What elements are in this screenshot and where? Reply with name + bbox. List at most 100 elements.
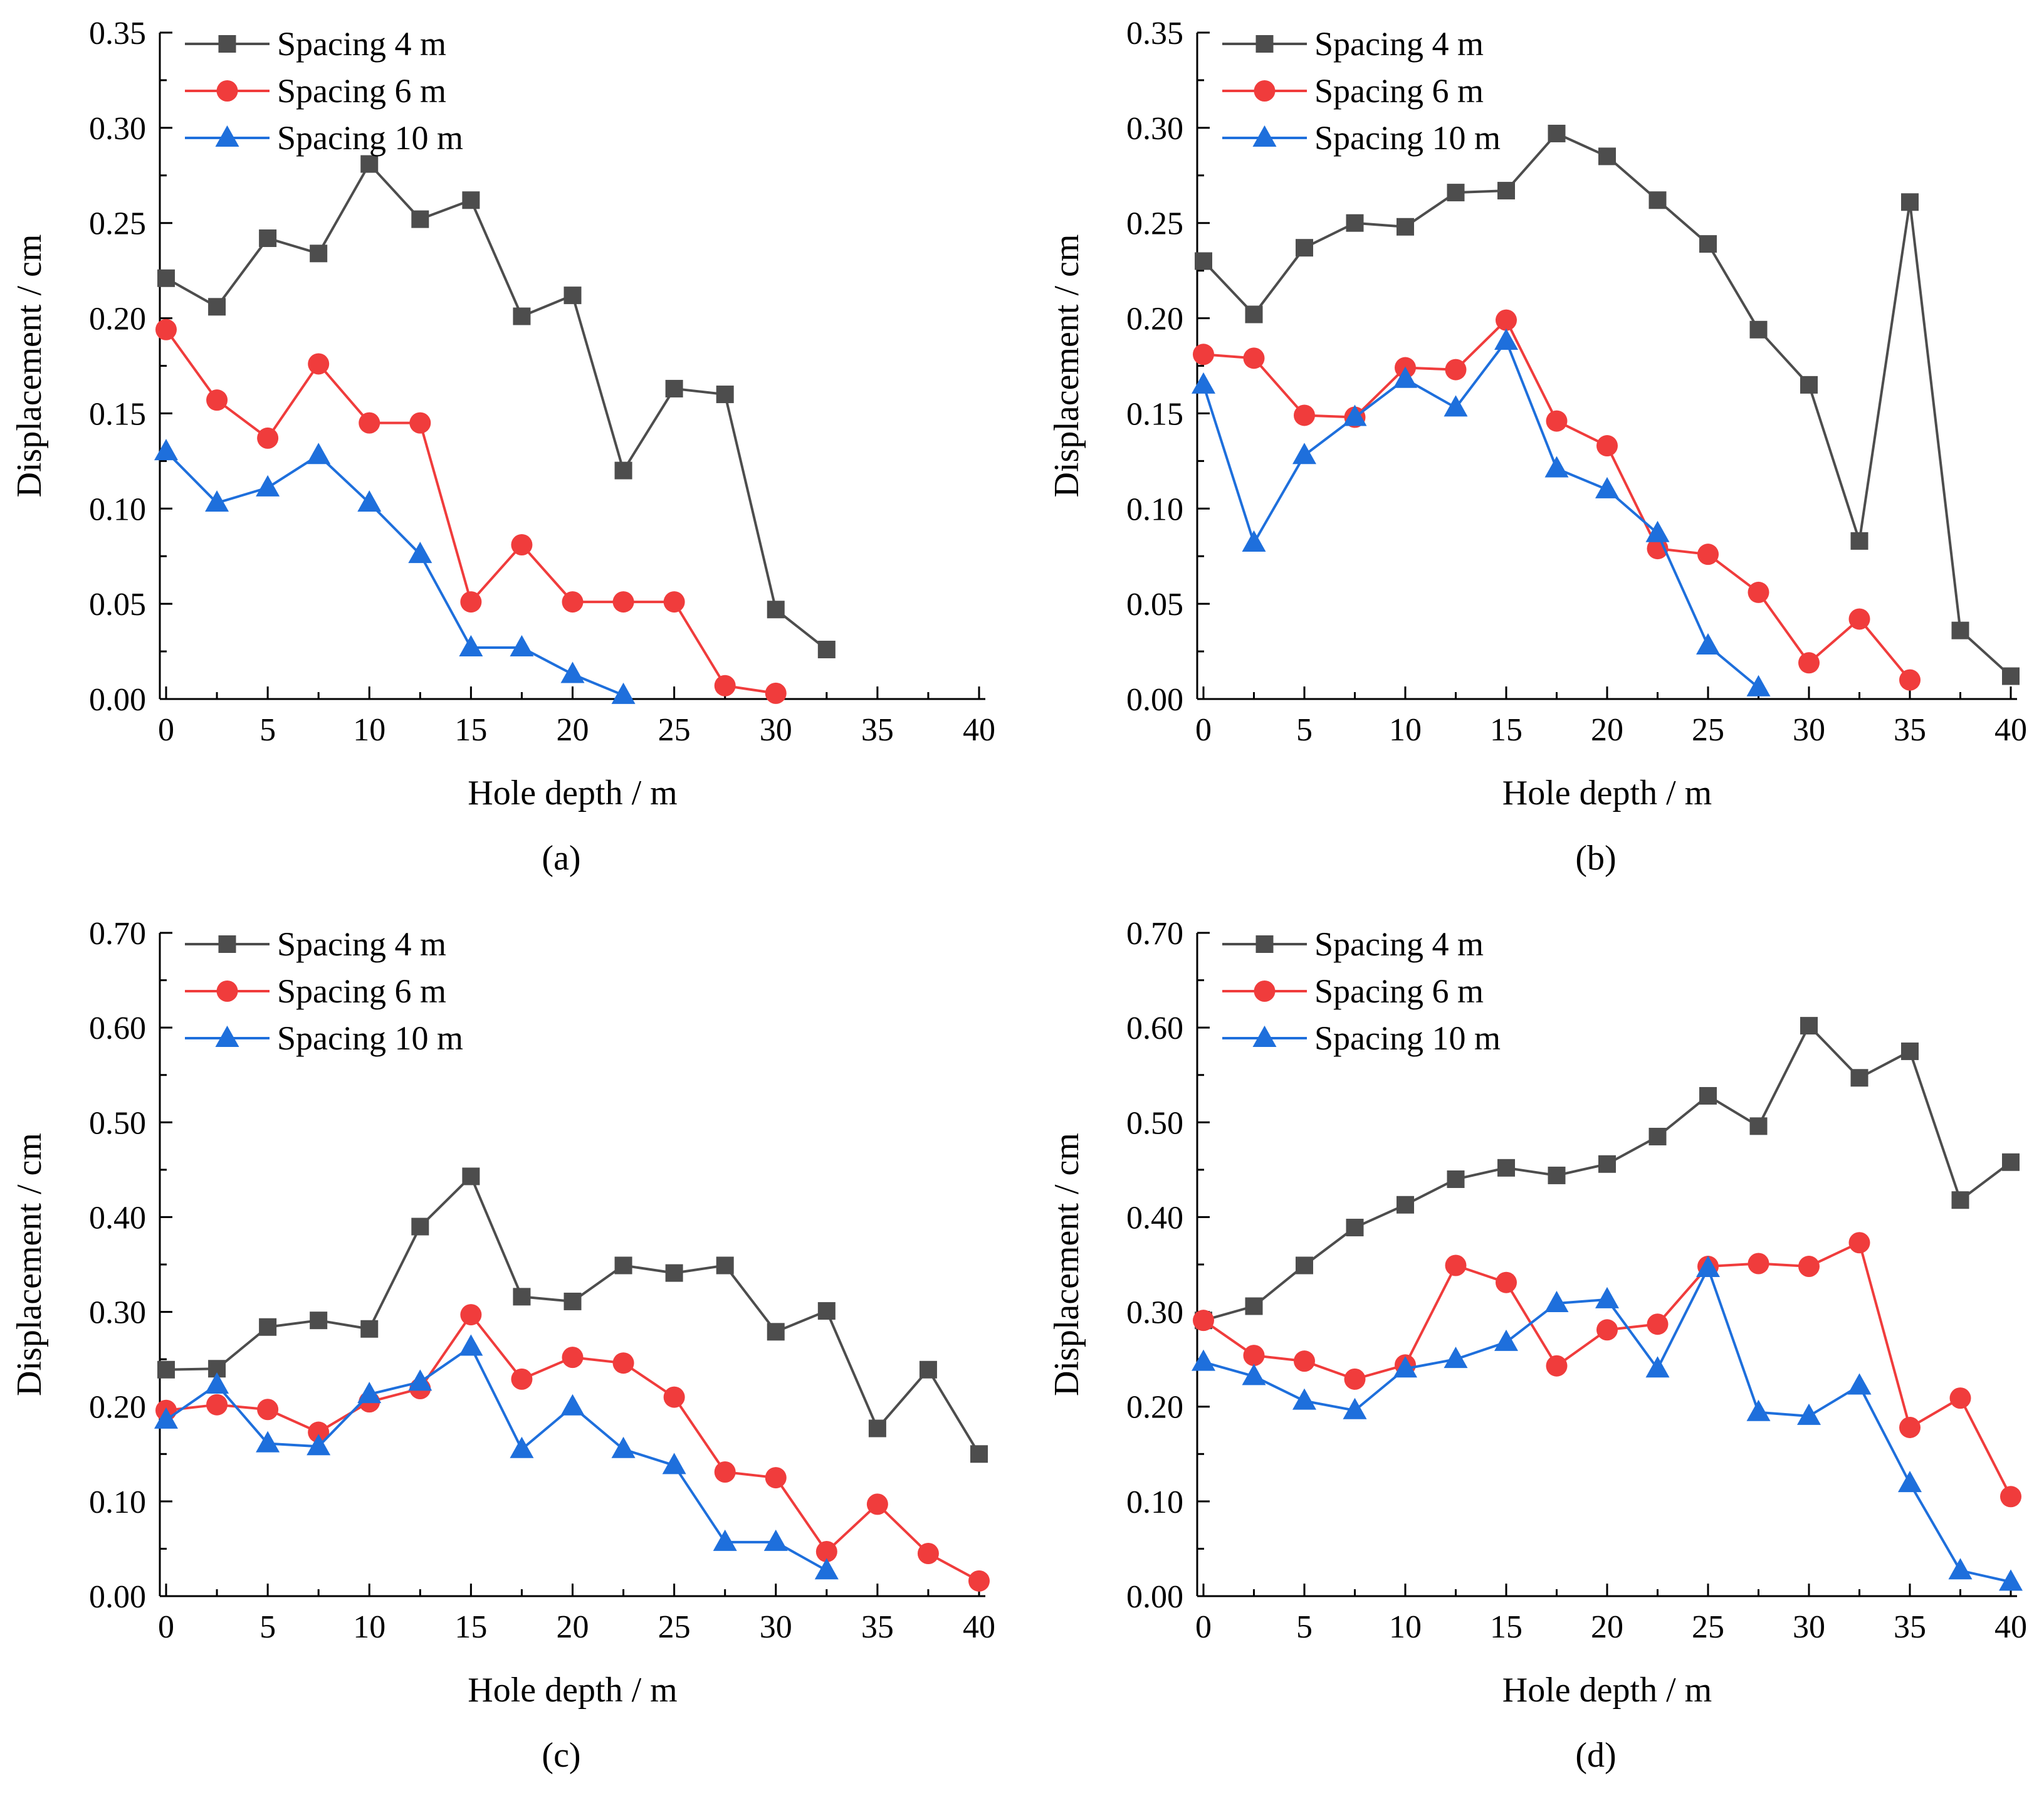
data-point [1292, 443, 1316, 465]
x-tick-label: 20 [557, 1609, 589, 1645]
y-tick-label: 0.40 [1126, 1200, 1183, 1236]
series-line [1203, 318, 1911, 681]
x-tick-label: 5 [259, 712, 276, 748]
data-point [866, 1493, 888, 1515]
legend-label: Spacing 10 m [277, 1019, 463, 1057]
data-point [259, 1318, 277, 1336]
data-point [1192, 1349, 1215, 1371]
data-point [1393, 1356, 1417, 1378]
data-point [1847, 1373, 1872, 1395]
data-point [1850, 532, 1868, 550]
x-tick-label: 10 [1389, 1609, 1422, 1645]
panel-label: (b) [1575, 839, 1616, 878]
y-tick-label: 0.10 [1126, 1485, 1183, 1520]
data-point [513, 307, 531, 325]
data-point [763, 1529, 788, 1551]
y-tick-label: 0.50 [89, 1105, 146, 1141]
data-point [411, 1217, 429, 1236]
y-tick-label: 0.70 [1126, 916, 1183, 952]
data-point [1294, 404, 1315, 426]
data-point [310, 244, 328, 263]
data-point [662, 1453, 686, 1475]
legend-marker [1255, 935, 1274, 953]
y-tick-label: 0.70 [89, 916, 146, 952]
data-point [663, 1386, 685, 1408]
legend-label: Spacing 6 m [277, 972, 446, 1010]
x-tick-label: 0 [158, 1609, 174, 1645]
series-spacing4 [157, 1167, 988, 1463]
data-point [1192, 372, 1215, 394]
legend-marker [1252, 125, 1277, 147]
panel-d: 0 5 10 15 20 25 30 35 40 0.00 0.10 0.20 0.30 0.40 0.50… [1047, 916, 2027, 1775]
data-point [1243, 347, 1265, 369]
y-tick-label: 0.35 [89, 16, 146, 51]
data-point [1645, 520, 1670, 542]
series-line [1203, 1267, 2011, 1584]
data-point [1494, 329, 1518, 350]
data-point [154, 1407, 178, 1429]
series-spacing4 [1195, 1017, 2020, 1330]
data-point [868, 1419, 886, 1438]
y-tick-label: 0.10 [89, 1485, 146, 1520]
y-tick-label: 0.25 [89, 206, 146, 242]
x-tick-label: 10 [1389, 712, 1422, 748]
x-tick-label: 10 [353, 712, 385, 748]
data-point [307, 1434, 331, 1456]
data-point [510, 1436, 534, 1458]
legend-label: Spacing 10 m [1314, 119, 1501, 157]
data-point [205, 1372, 229, 1394]
data-point [1699, 1086, 1717, 1105]
data-point [1497, 182, 1515, 200]
y-axis-label: Displacement / cm [1047, 1133, 1086, 1396]
data-point [611, 1436, 636, 1458]
data-point [1749, 1117, 1768, 1135]
y-tick-label: 0.20 [89, 1390, 146, 1426]
series-spacing10 [1192, 1256, 2023, 1591]
data-point [817, 641, 836, 659]
data-point [205, 490, 229, 512]
data-point [1748, 1253, 1769, 1275]
data-point [1696, 1256, 1720, 1278]
legend-marker [1254, 980, 1276, 1002]
legend: Spacing 4 m Spacing 6 m Spacing 10 m [1222, 925, 1501, 1057]
x-tick-label: 15 [1490, 1609, 1523, 1645]
legend-marker [1255, 35, 1274, 53]
x-tick-label: 35 [1894, 1609, 1926, 1645]
legend-label: Spacing 6 m [1314, 972, 1484, 1010]
data-point [157, 269, 175, 287]
data-point [814, 1558, 839, 1580]
legend-label: Spacing 10 m [277, 119, 463, 157]
data-point [513, 1288, 531, 1306]
data-point [815, 1540, 837, 1562]
data-point [1296, 1256, 1313, 1275]
x-tick-label: 25 [1692, 712, 1724, 748]
data-point [665, 379, 683, 397]
data-point [1195, 252, 1212, 270]
data-point [411, 210, 429, 228]
series-spacing4 [1195, 124, 2020, 685]
data-point [765, 1467, 787, 1489]
data-point [1595, 476, 1619, 498]
data-point [257, 1399, 279, 1421]
data-point [1648, 191, 1667, 209]
data-point [1294, 1350, 1315, 1372]
data-point [1899, 1416, 1921, 1438]
data-point [1193, 344, 1214, 365]
data-point [560, 661, 585, 683]
data-point [1696, 633, 1720, 655]
legend-label: Spacing 6 m [1314, 72, 1484, 110]
y-tick-label: 0.30 [1126, 111, 1183, 147]
x-tick-label: 40 [1994, 1609, 2027, 1645]
data-point [1245, 305, 1263, 323]
legend-label: Spacing 10 m [1314, 1019, 1501, 1057]
data-point [1393, 366, 1417, 388]
x-tick-label: 10 [353, 1609, 385, 1645]
data-point [257, 427, 279, 449]
data-point [360, 155, 379, 173]
x-tick-label: 15 [1490, 712, 1523, 748]
series-line [1203, 1024, 2012, 1322]
data-point [1548, 124, 1566, 142]
y-tick-label: 0.50 [1126, 1105, 1183, 1141]
data-point [2002, 1153, 2020, 1171]
y-tick-label: 0.00 [1126, 1579, 1183, 1615]
